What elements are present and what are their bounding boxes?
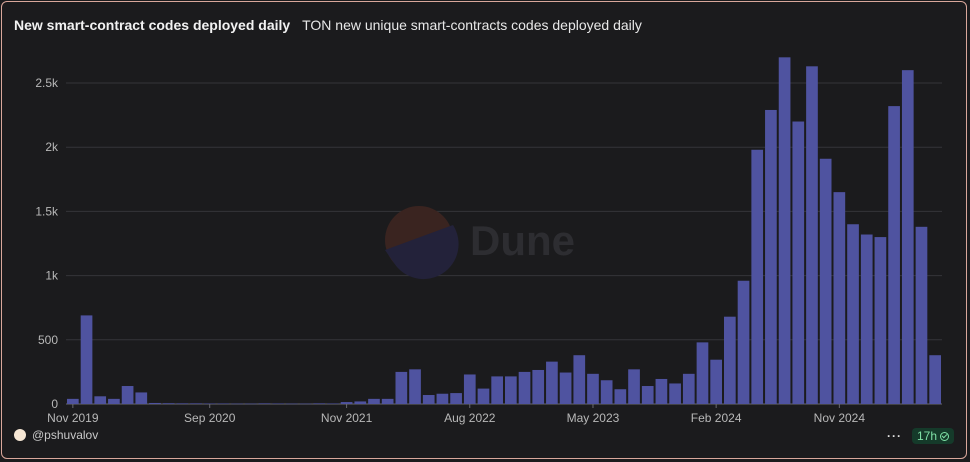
bars: [67, 57, 941, 405]
bar[interactable]: [559, 372, 572, 404]
bar[interactable]: [573, 355, 586, 404]
bar[interactable]: [381, 398, 394, 404]
bar[interactable]: [327, 403, 339, 404]
bar[interactable]: [354, 401, 367, 404]
bar[interactable]: [162, 403, 175, 404]
bar[interactable]: [149, 402, 161, 404]
more-options-button[interactable]: ···: [886, 429, 902, 443]
bar[interactable]: [614, 389, 627, 404]
bar[interactable]: [368, 398, 380, 404]
bar[interactable]: [847, 224, 859, 404]
bar[interactable]: [422, 395, 435, 404]
y-tick-label: 2k: [45, 140, 59, 154]
chart-subtitle: TON new unique smart-contracts codes dep…: [302, 17, 642, 33]
bar[interactable]: [628, 369, 640, 404]
bar[interactable]: [286, 403, 298, 405]
author-name: @pshuvalov: [32, 428, 99, 442]
bar[interactable]: [108, 398, 120, 404]
bar[interactable]: [682, 373, 695, 404]
bar[interactable]: [778, 57, 791, 404]
x-tick-label: Sep 2020: [184, 411, 236, 425]
bar[interactable]: [751, 149, 764, 404]
watermark-logo-bottom: [385, 225, 459, 280]
bar[interactable]: [724, 316, 736, 404]
bar[interactable]: [655, 378, 668, 404]
bar[interactable]: [436, 393, 449, 404]
bar[interactable]: [737, 280, 750, 404]
bar[interactable]: [929, 355, 941, 404]
x-tick-label: May 2023: [567, 411, 620, 425]
bar[interactable]: [231, 403, 243, 405]
bar[interactable]: [792, 121, 805, 405]
watermark-text: Dune: [470, 217, 575, 264]
chart-title: New smart-contract codes deployed daily: [14, 17, 291, 33]
dune-watermark: Dune: [385, 206, 575, 280]
x-tick-label: Aug 2022: [444, 411, 496, 425]
y-tick-label: 500: [38, 333, 58, 347]
bar[interactable]: [272, 403, 284, 404]
chart-header: New smart-contract codes deployed daily …: [14, 17, 642, 33]
bar[interactable]: [587, 373, 599, 404]
bar[interactable]: [505, 376, 517, 404]
bar[interactable]: [888, 106, 900, 405]
bar[interactable]: [860, 234, 873, 404]
bar[interactable]: [600, 380, 613, 404]
bar[interactable]: [491, 376, 503, 404]
bar[interactable]: [176, 403, 189, 404]
freshness-text: 17h: [916, 429, 937, 443]
x-tick-label: Nov 2021: [321, 411, 373, 425]
bar[interactable]: [765, 109, 777, 405]
bar[interactable]: [409, 369, 421, 404]
author-credit[interactable]: @pshuvalov: [14, 428, 98, 442]
bar[interactable]: [244, 403, 257, 405]
bar[interactable]: [874, 237, 887, 404]
y-tick-label: 2.5k: [35, 76, 59, 90]
bar[interactable]: [641, 386, 654, 404]
bar[interactable]: [313, 403, 326, 404]
footer-actions: ··· 17h: [887, 428, 954, 444]
bar[interactable]: [299, 403, 312, 405]
bar[interactable]: [833, 192, 846, 404]
bar[interactable]: [67, 398, 79, 404]
bar[interactable]: [710, 359, 722, 404]
x-axis-ticks: Nov 2019 Sep 2020 Nov 2021 Aug 2022 May 2023…: [47, 404, 865, 425]
y-tick-label: 1k: [45, 269, 59, 283]
bar[interactable]: [121, 386, 134, 404]
bar[interactable]: [135, 392, 148, 404]
bar[interactable]: [340, 402, 353, 404]
bar[interactable]: [395, 371, 408, 404]
avatar: [14, 429, 26, 441]
freshness-badge[interactable]: 17h: [911, 428, 954, 444]
x-tick-label: Nov 2024: [814, 411, 866, 425]
x-tick-label: Feb 2024: [691, 411, 742, 425]
bar[interactable]: [669, 383, 681, 404]
bar[interactable]: [546, 361, 558, 404]
x-tick-label: Nov 2019: [47, 411, 99, 425]
bar[interactable]: [915, 226, 928, 404]
y-tick-label: 0: [51, 397, 58, 411]
bar[interactable]: [477, 388, 490, 404]
bar[interactable]: [217, 403, 230, 404]
bar[interactable]: [258, 403, 271, 404]
bar[interactable]: [806, 66, 818, 404]
bar[interactable]: [94, 396, 107, 404]
bar[interactable]: [80, 315, 93, 404]
bar[interactable]: [901, 70, 914, 404]
bar[interactable]: [450, 393, 462, 404]
bar[interactable]: [463, 374, 476, 404]
check-circle-icon: [940, 431, 949, 441]
bar[interactable]: [696, 342, 709, 404]
bar[interactable]: [819, 158, 832, 404]
bar[interactable]: [518, 371, 531, 404]
y-axis-ticks: 0 500 1k 1.5k 2k 2.5k: [35, 76, 59, 411]
y-tick-label: 1.5k: [35, 204, 59, 218]
bar[interactable]: [532, 369, 545, 404]
bar[interactable]: [190, 403, 202, 404]
bar[interactable]: [203, 403, 216, 404]
